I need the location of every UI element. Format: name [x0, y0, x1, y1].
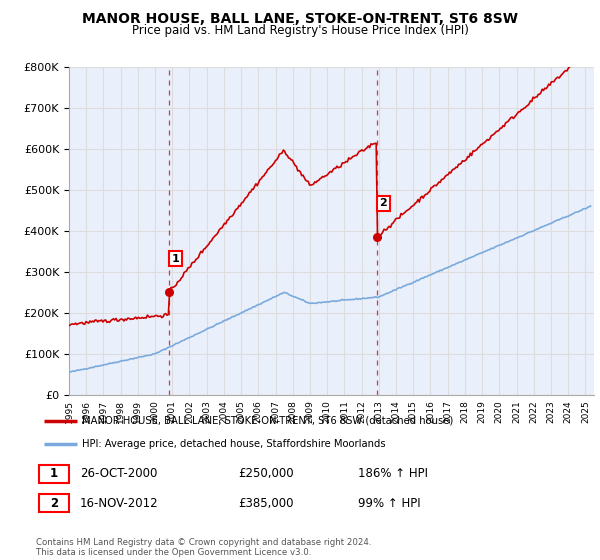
Text: 2000: 2000 [151, 400, 160, 423]
Text: 2020: 2020 [495, 400, 504, 423]
Text: HPI: Average price, detached house, Staffordshire Moorlands: HPI: Average price, detached house, Staf… [82, 439, 386, 449]
Text: 2015: 2015 [409, 400, 418, 423]
Text: 2024: 2024 [563, 400, 572, 423]
Text: 2025: 2025 [581, 400, 590, 423]
Bar [39, 465, 69, 483]
Text: 2022: 2022 [529, 400, 538, 423]
Text: 2021: 2021 [512, 400, 521, 423]
Text: MANOR HOUSE, BALL LANE, STOKE-ON-TRENT, ST6 8SW (detached house): MANOR HOUSE, BALL LANE, STOKE-ON-TRENT, … [82, 416, 454, 426]
Text: 2006: 2006 [254, 400, 263, 423]
Text: 1: 1 [172, 254, 179, 264]
Text: 16-NOV-2012: 16-NOV-2012 [80, 497, 158, 510]
Text: Price paid vs. HM Land Registry's House Price Index (HPI): Price paid vs. HM Land Registry's House … [131, 24, 469, 36]
Text: 2019: 2019 [478, 400, 487, 423]
Text: 1: 1 [50, 468, 58, 480]
Text: 2013: 2013 [374, 400, 383, 423]
Text: 2004: 2004 [220, 400, 229, 423]
Text: 2002: 2002 [185, 400, 194, 423]
Text: 2016: 2016 [426, 400, 435, 423]
Text: 2018: 2018 [460, 400, 469, 423]
Text: 2003: 2003 [202, 400, 211, 423]
Text: 1995: 1995 [65, 400, 74, 423]
Text: 99% ↑ HPI: 99% ↑ HPI [358, 497, 421, 510]
Text: £250,000: £250,000 [238, 468, 293, 480]
Text: 2001: 2001 [168, 400, 177, 423]
Text: 2008: 2008 [288, 400, 297, 423]
Text: £385,000: £385,000 [238, 497, 293, 510]
Text: 2: 2 [379, 198, 387, 208]
Text: 2014: 2014 [392, 400, 401, 423]
Text: 2005: 2005 [236, 400, 245, 423]
Text: 2007: 2007 [271, 400, 280, 423]
Text: MANOR HOUSE, BALL LANE, STOKE-ON-TRENT, ST6 8SW: MANOR HOUSE, BALL LANE, STOKE-ON-TRENT, … [82, 12, 518, 26]
Text: 1997: 1997 [99, 400, 108, 423]
Bar [39, 494, 69, 512]
Text: 2010: 2010 [323, 400, 332, 423]
Text: 26-OCT-2000: 26-OCT-2000 [80, 468, 157, 480]
Text: 2012: 2012 [357, 400, 366, 423]
Text: 1998: 1998 [116, 400, 125, 423]
Text: 1999: 1999 [133, 400, 142, 423]
Text: 2017: 2017 [443, 400, 452, 423]
Text: Contains HM Land Registry data © Crown copyright and database right 2024.
This d: Contains HM Land Registry data © Crown c… [36, 538, 371, 557]
Text: 2: 2 [50, 497, 58, 510]
Text: 2023: 2023 [547, 400, 556, 423]
Text: 1996: 1996 [82, 400, 91, 423]
Text: 2011: 2011 [340, 400, 349, 423]
Text: 2009: 2009 [305, 400, 314, 423]
Text: 186% ↑ HPI: 186% ↑ HPI [358, 468, 428, 480]
